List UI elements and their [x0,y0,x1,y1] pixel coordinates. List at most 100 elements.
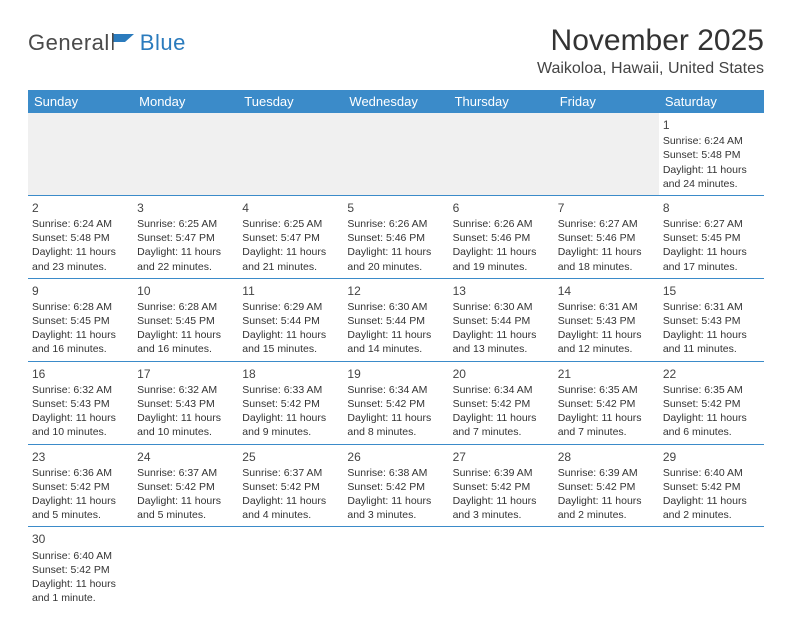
calendar-cell: 20Sunrise: 6:34 AMSunset: 5:42 PMDayligh… [449,362,554,444]
flag-icon [112,31,138,56]
daylight-text: Daylight: 11 hours and 16 minutes. [137,328,234,356]
calendar-cell: 2Sunrise: 6:24 AMSunset: 5:48 PMDaylight… [28,196,133,278]
sunset-text: Sunset: 5:42 PM [663,480,760,494]
calendar-cell: 3Sunrise: 6:25 AMSunset: 5:47 PMDaylight… [133,196,238,278]
day-number: 12 [347,283,444,299]
sunrise-text: Sunrise: 6:40 AM [32,549,129,563]
daylight-text: Daylight: 11 hours and 12 minutes. [558,328,655,356]
sunset-text: Sunset: 5:44 PM [453,314,550,328]
calendar-cell: 15Sunrise: 6:31 AMSunset: 5:43 PMDayligh… [659,279,764,361]
day-number: 19 [347,366,444,382]
header-row: General Blue November 2025 Waikoloa, Haw… [28,24,764,86]
sunset-text: Sunset: 5:42 PM [453,480,550,494]
sunset-text: Sunset: 5:48 PM [32,231,129,245]
sunrise-text: Sunrise: 6:37 AM [137,466,234,480]
calendar-cell-blank [449,527,554,609]
sunset-text: Sunset: 5:44 PM [347,314,444,328]
calendar-cell-blank [238,113,343,195]
sunset-text: Sunset: 5:43 PM [137,397,234,411]
calendar-cell: 19Sunrise: 6:34 AMSunset: 5:42 PMDayligh… [343,362,448,444]
sunset-text: Sunset: 5:46 PM [347,231,444,245]
daylight-text: Daylight: 11 hours and 22 minutes. [137,245,234,273]
calendar-cell: 5Sunrise: 6:26 AMSunset: 5:46 PMDaylight… [343,196,448,278]
day-number: 29 [663,449,760,465]
sunrise-text: Sunrise: 6:40 AM [663,466,760,480]
sunrise-text: Sunrise: 6:24 AM [663,134,760,148]
logo-text-general: General [28,30,110,56]
day-number: 18 [242,366,339,382]
calendar-cell-blank [238,527,343,609]
calendar-cell: 16Sunrise: 6:32 AMSunset: 5:43 PMDayligh… [28,362,133,444]
sunrise-text: Sunrise: 6:27 AM [663,217,760,231]
sunset-text: Sunset: 5:42 PM [242,480,339,494]
calendar-cell-blank [554,527,659,609]
weekday-col: Wednesday [343,90,448,113]
sunrise-text: Sunrise: 6:25 AM [242,217,339,231]
day-number: 1 [663,117,760,133]
calendar-cell: 22Sunrise: 6:35 AMSunset: 5:42 PMDayligh… [659,362,764,444]
sunrise-text: Sunrise: 6:30 AM [453,300,550,314]
week-row: 16Sunrise: 6:32 AMSunset: 5:43 PMDayligh… [28,362,764,445]
logo: General Blue [28,30,186,56]
calendar-cell-blank [343,527,448,609]
daylight-text: Daylight: 11 hours and 7 minutes. [558,411,655,439]
calendar-cell: 30 Sunrise: 6:40 AMSunset: 5:42 PMDayligh… [28,527,133,609]
daylight-text: Daylight: 11 hours and 1 minute. [32,577,129,605]
calendar-cell: 14Sunrise: 6:31 AMSunset: 5:43 PMDayligh… [554,279,659,361]
month-title: November 2025 [537,24,764,58]
day-number: 24 [137,449,234,465]
sunrise-text: Sunrise: 6:28 AM [32,300,129,314]
sunset-text: Sunset: 5:42 PM [32,563,129,577]
calendar-cell: 23Sunrise: 6:36 AMSunset: 5:42 PMDayligh… [28,445,133,527]
day-number: 25 [242,449,339,465]
daylight-text: Daylight: 11 hours and 3 minutes. [453,494,550,522]
calendar-cell: 25Sunrise: 6:37 AMSunset: 5:42 PMDayligh… [238,445,343,527]
weekday-col: Sunday [28,90,133,113]
sunrise-text: Sunrise: 6:28 AM [137,300,234,314]
daylight-text: Daylight: 11 hours and 16 minutes. [32,328,129,356]
day-number: 5 [347,200,444,216]
day-number: 30 [32,531,129,547]
sunrise-text: Sunrise: 6:34 AM [453,383,550,397]
sunset-text: Sunset: 5:46 PM [453,231,550,245]
weekday-col: Thursday [449,90,554,113]
calendar-cell: 18Sunrise: 6:33 AMSunset: 5:42 PMDayligh… [238,362,343,444]
weekday-col: Tuesday [238,90,343,113]
sunrise-text: Sunrise: 6:35 AM [663,383,760,397]
calendar-cell: 9Sunrise: 6:28 AMSunset: 5:45 PMDaylight… [28,279,133,361]
calendar-cell-blank [554,113,659,195]
day-number: 14 [558,283,655,299]
sunset-text: Sunset: 5:42 PM [137,480,234,494]
sunrise-text: Sunrise: 6:26 AM [347,217,444,231]
sunset-text: Sunset: 5:42 PM [663,397,760,411]
daylight-text: Daylight: 11 hours and 11 minutes. [663,328,760,356]
sunrise-text: Sunrise: 6:32 AM [32,383,129,397]
sunset-text: Sunset: 5:43 PM [32,397,129,411]
daylight-text: Daylight: 11 hours and 10 minutes. [32,411,129,439]
day-number: 13 [453,283,550,299]
calendar-cell-blank [659,527,764,609]
day-number: 6 [453,200,550,216]
sunrise-text: Sunrise: 6:33 AM [242,383,339,397]
day-number: 7 [558,200,655,216]
calendar-cell: 29Sunrise: 6:40 AMSunset: 5:42 PMDayligh… [659,445,764,527]
calendar-cell: 24Sunrise: 6:37 AMSunset: 5:42 PMDayligh… [133,445,238,527]
daylight-text: Daylight: 11 hours and 24 minutes. [663,163,760,191]
daylight-text: Daylight: 11 hours and 7 minutes. [453,411,550,439]
day-number: 21 [558,366,655,382]
sunrise-text: Sunrise: 6:37 AM [242,466,339,480]
daylight-text: Daylight: 11 hours and 4 minutes. [242,494,339,522]
daylight-text: Daylight: 11 hours and 23 minutes. [32,245,129,273]
calendar-cell: 21Sunrise: 6:35 AMSunset: 5:42 PMDayligh… [554,362,659,444]
daylight-text: Daylight: 11 hours and 3 minutes. [347,494,444,522]
day-number: 20 [453,366,550,382]
day-number: 17 [137,366,234,382]
calendar-cell-blank [343,113,448,195]
day-number: 2 [32,200,129,216]
sunset-text: Sunset: 5:47 PM [137,231,234,245]
calendar-cell: 11Sunrise: 6:29 AMSunset: 5:44 PMDayligh… [238,279,343,361]
calendar-cell: 7Sunrise: 6:27 AMSunset: 5:46 PMDaylight… [554,196,659,278]
sunset-text: Sunset: 5:43 PM [558,314,655,328]
day-number: 4 [242,200,339,216]
calendar-cell-blank [133,113,238,195]
